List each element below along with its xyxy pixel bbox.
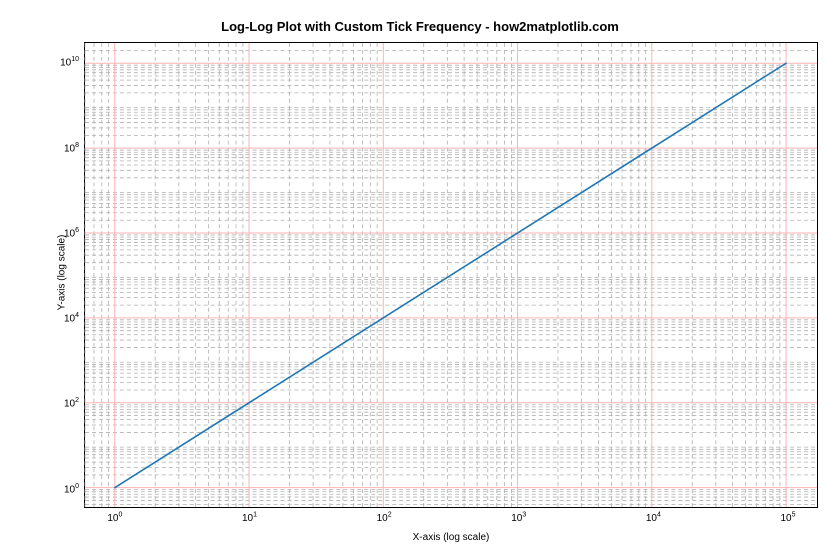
data-line	[85, 43, 817, 507]
plot-area: 1001021041061081010 100101102103104105	[84, 42, 818, 508]
y-tick: 108	[64, 143, 79, 154]
x-tick: 102	[377, 513, 392, 524]
y-tick: 102	[64, 399, 79, 410]
y-axis-label: Y-axis (log scale)	[56, 235, 67, 311]
x-tick: 103	[511, 513, 526, 524]
figure: Log-Log Plot with Custom Tick Frequency …	[0, 0, 840, 560]
x-tick: 104	[646, 513, 661, 524]
x-tick: 105	[780, 513, 795, 524]
x-axis-label: X-axis (log scale)	[84, 532, 818, 543]
x-tick: 101	[242, 513, 257, 524]
y-tick: 104	[64, 314, 79, 325]
y-tick: 100	[64, 484, 79, 495]
chart-title: Log-Log Plot with Custom Tick Frequency …	[0, 19, 840, 34]
x-tick: 100	[107, 513, 122, 524]
y-tick: 1010	[60, 58, 79, 69]
